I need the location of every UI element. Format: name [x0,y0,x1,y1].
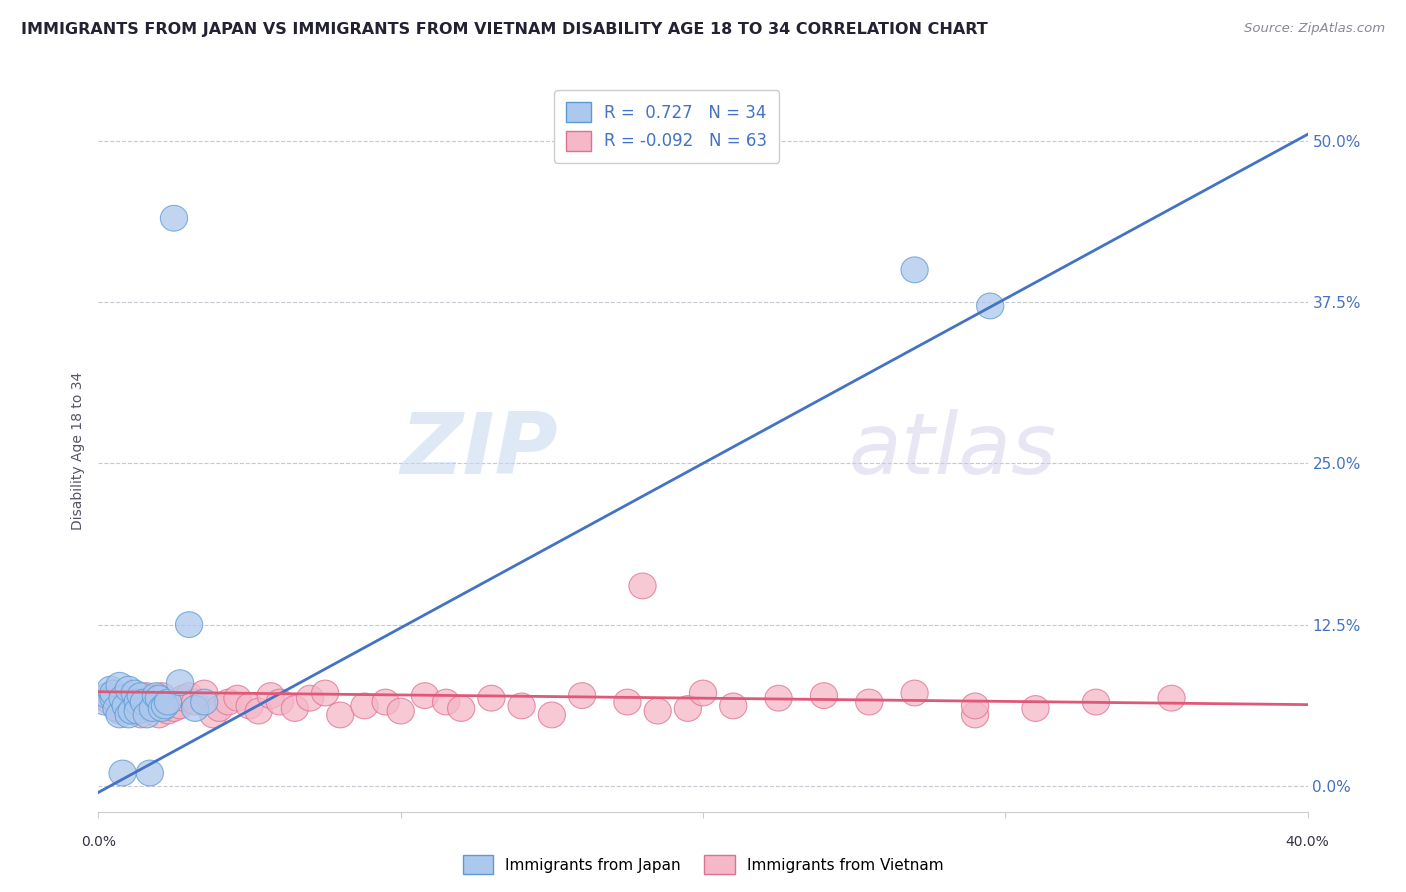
Text: Source: ZipAtlas.com: Source: ZipAtlas.com [1244,22,1385,36]
Text: ZIP: ZIP [401,409,558,492]
Text: 40.0%: 40.0% [1285,835,1330,849]
Text: atlas: atlas [848,409,1056,492]
Legend: R =  0.727   N = 34, R = -0.092   N = 63: R = 0.727 N = 34, R = -0.092 N = 63 [554,90,779,162]
Y-axis label: Disability Age 18 to 34: Disability Age 18 to 34 [72,371,86,530]
Legend: Immigrants from Japan, Immigrants from Vietnam: Immigrants from Japan, Immigrants from V… [457,849,949,880]
Text: IMMIGRANTS FROM JAPAN VS IMMIGRANTS FROM VIETNAM DISABILITY AGE 18 TO 34 CORRELA: IMMIGRANTS FROM JAPAN VS IMMIGRANTS FROM… [21,22,988,37]
Text: 0.0%: 0.0% [82,835,115,849]
